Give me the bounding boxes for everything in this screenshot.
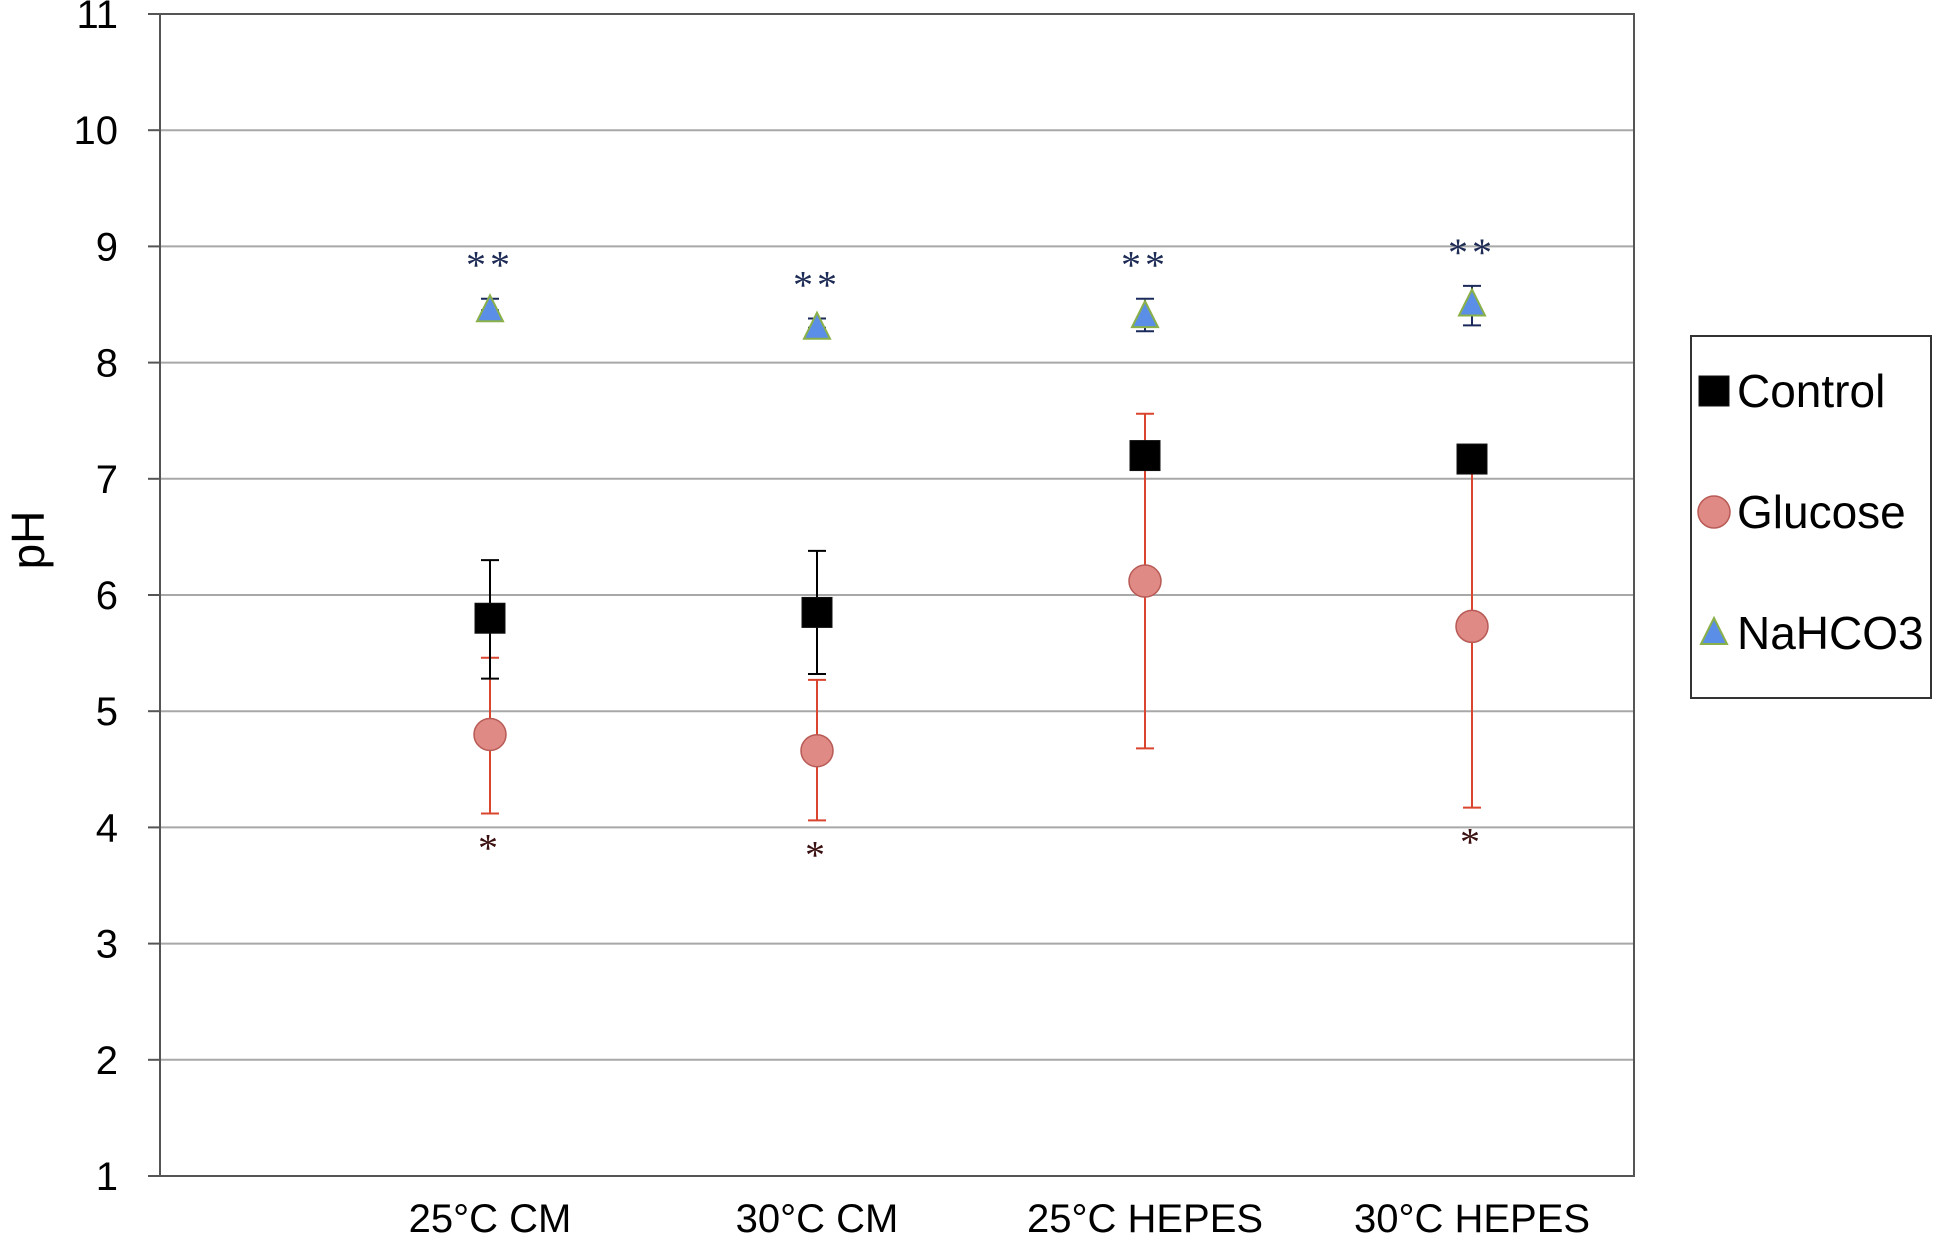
nahco3-marker [802, 310, 832, 340]
glucose-marker [1455, 609, 1489, 644]
x-tick-label: 30°C HEPES [1354, 1197, 1590, 1239]
x-tick-label: 25°C CM [409, 1197, 572, 1239]
control-marker [801, 596, 833, 628]
y-axis-label: pH [2, 511, 54, 570]
legend-label: Control [1737, 365, 1885, 417]
legend: Control Glucose NaHCO3 [1690, 335, 1932, 699]
control-marker [1129, 440, 1161, 472]
grid-lines [148, 13, 1634, 1177]
y-tick-label: 4 [96, 806, 118, 850]
y-tick-labels: 1 2 3 4 5 6 7 8 9 10 11 [74, 0, 119, 1199]
significance-mark: ** [1121, 243, 1169, 288]
x-tick-label: 25°C HEPES [1027, 1197, 1263, 1239]
y-tick-label: 3 [96, 923, 118, 967]
glucose-marker [800, 733, 834, 768]
plot-area-border [159, 13, 1635, 1177]
legend-control-swatch [1698, 375, 1730, 407]
significance-mark: * [1460, 820, 1484, 865]
significance-mark: ** [466, 243, 514, 288]
significance-mark: * [478, 825, 502, 870]
series-control [474, 440, 1488, 680]
y-tick-label: 2 [96, 1039, 118, 1083]
nahco3-marker [1457, 287, 1487, 317]
x-tick-label: 30°C CM [736, 1197, 899, 1239]
significance-mark: ** [1448, 230, 1496, 275]
glucose-marker [1128, 564, 1162, 598]
y-tick-label: 9 [96, 225, 118, 269]
data-series: * * *** ** ** ** [466, 230, 1496, 878]
y-tick-label: 7 [96, 458, 118, 502]
significance-mark: * [805, 832, 829, 877]
control-marker [1456, 443, 1488, 475]
y-tick-label: 10 [74, 109, 119, 153]
legend-nahco3-swatch [1699, 615, 1729, 645]
control-marker [474, 602, 506, 634]
nahco3-marker [1130, 298, 1160, 329]
y-tick-label: 11 [76, 0, 118, 37]
x-tick-labels: 25°C CM 30°C CM 25°C HEPES 30°C HEPES [409, 1197, 1590, 1239]
y-tick-label: 1 [96, 1155, 118, 1199]
y-tick-label: 6 [96, 574, 118, 618]
glucose-marker [473, 717, 507, 752]
legend-box [1690, 335, 1932, 699]
series-nahco3: ** ** ** ** [466, 230, 1496, 340]
significance-mark: ** [793, 262, 841, 307]
nahco3-marker [475, 293, 505, 323]
legend-glucose-swatch [1697, 495, 1731, 529]
series-glucose: * * * [473, 412, 1489, 877]
y-tick-label: 5 [96, 690, 118, 734]
legend-label: NaHCO3 [1737, 607, 1924, 659]
legend-label: Glucose [1737, 486, 1906, 538]
y-tick-label: 8 [96, 342, 118, 386]
